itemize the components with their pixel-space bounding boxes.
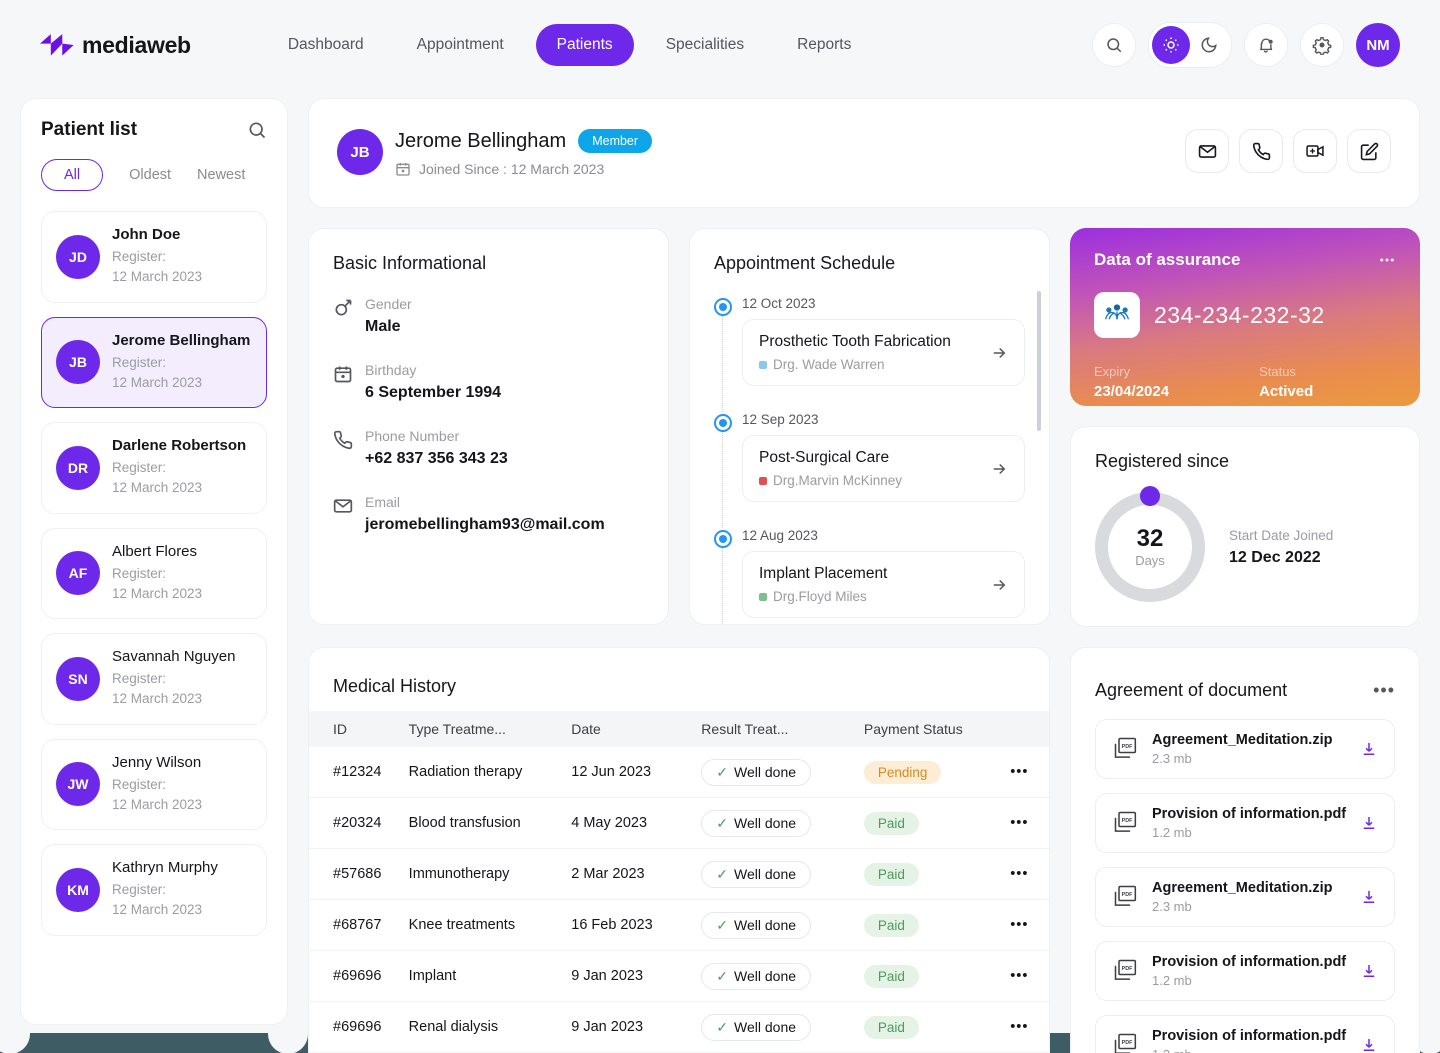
svg-text:PDF: PDF <box>1122 818 1133 824</box>
svg-text:PDF: PDF <box>1122 892 1133 898</box>
svg-text:PDF: PDF <box>1122 966 1133 972</box>
svg-text:PDF: PDF <box>1122 1040 1133 1046</box>
svg-text:PDF: PDF <box>1122 744 1133 750</box>
